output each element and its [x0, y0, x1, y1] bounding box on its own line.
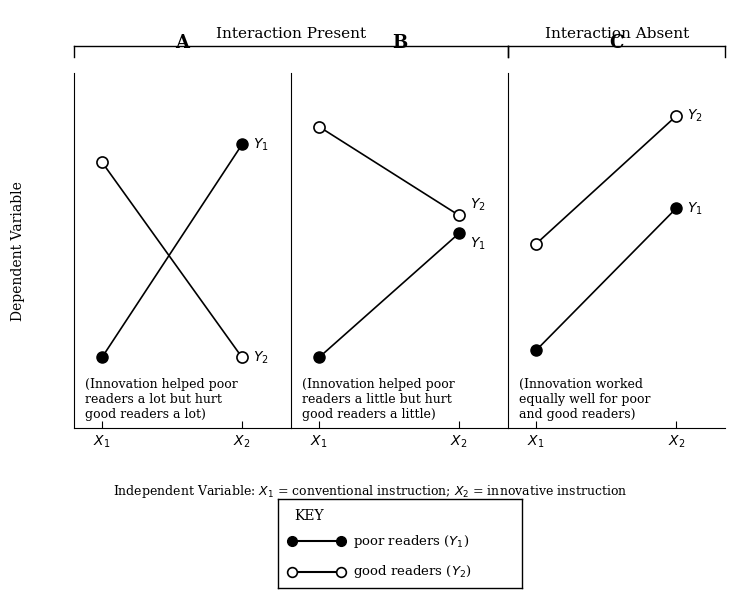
Text: $Y_2$: $Y_2$	[471, 196, 486, 213]
Text: good readers ($Y_2$): good readers ($Y_2$)	[353, 563, 471, 580]
Text: KEY: KEY	[295, 509, 324, 523]
Text: (Innovation helped poor
readers a lot but hurt
good readers a lot): (Innovation helped poor readers a lot bu…	[85, 378, 238, 421]
Text: $Y_1$: $Y_1$	[253, 136, 269, 152]
Text: (Innovation worked
equally well for poor
and good readers): (Innovation worked equally well for poor…	[519, 378, 650, 421]
Text: Interaction Present: Interaction Present	[216, 27, 366, 41]
Text: B: B	[392, 34, 407, 52]
Text: $Y_1$: $Y_1$	[471, 236, 486, 252]
Text: Dependent Variable: Dependent Variable	[12, 181, 25, 321]
Text: (Innovation helped poor
readers a little but hurt
good readers a little): (Innovation helped poor readers a little…	[302, 378, 454, 421]
Text: A: A	[175, 34, 189, 52]
Text: Interaction Absent: Interaction Absent	[545, 27, 689, 41]
Text: $Y_2$: $Y_2$	[687, 108, 703, 124]
Text: Independent Variable: $X_1$ = conventional instruction; $X_2$ = innovative instr: Independent Variable: $X_1$ = convention…	[113, 483, 627, 501]
Text: poor readers ($Y_1$): poor readers ($Y_1$)	[353, 533, 470, 550]
Text: $Y_2$: $Y_2$	[253, 349, 269, 365]
Text: C: C	[610, 34, 624, 52]
Text: $Y_1$: $Y_1$	[687, 200, 703, 217]
